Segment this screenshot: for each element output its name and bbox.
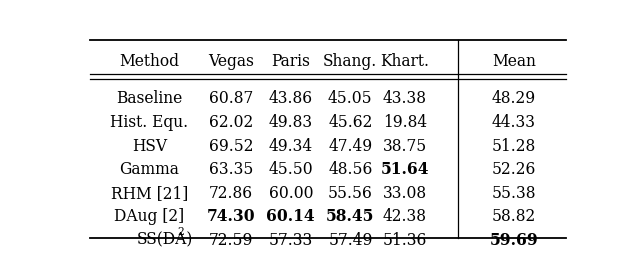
Text: Gamma: Gamma <box>120 161 179 178</box>
Text: RHM [21]: RHM [21] <box>111 185 188 202</box>
Text: 38.75: 38.75 <box>383 138 427 155</box>
Text: 51.28: 51.28 <box>492 138 536 155</box>
Text: DAug [2]: DAug [2] <box>115 208 184 225</box>
Text: Paris: Paris <box>271 53 310 70</box>
Text: 33.08: 33.08 <box>383 185 427 202</box>
Text: 59.69: 59.69 <box>490 232 538 249</box>
Text: 48.29: 48.29 <box>492 90 536 108</box>
Text: Vegas: Vegas <box>209 53 254 70</box>
Text: 45.62: 45.62 <box>328 114 372 131</box>
Text: 48.56: 48.56 <box>328 161 372 178</box>
Text: 51.36: 51.36 <box>383 232 427 249</box>
Text: HSV: HSV <box>132 138 167 155</box>
Text: Shang.: Shang. <box>323 53 378 70</box>
Text: Hist. Equ.: Hist. Equ. <box>110 114 189 131</box>
Text: 72.86: 72.86 <box>209 185 253 202</box>
Text: Mean: Mean <box>492 53 536 70</box>
Text: SS(DA): SS(DA) <box>137 232 193 249</box>
Text: 63.35: 63.35 <box>209 161 253 178</box>
Text: 47.49: 47.49 <box>328 138 372 155</box>
Text: 57.33: 57.33 <box>269 232 313 249</box>
Text: 60.14: 60.14 <box>266 208 315 225</box>
Text: 58.45: 58.45 <box>326 208 374 225</box>
Text: 2: 2 <box>178 227 184 237</box>
Text: 55.56: 55.56 <box>328 185 372 202</box>
Text: 51.64: 51.64 <box>381 161 429 178</box>
Text: 72.59: 72.59 <box>209 232 253 249</box>
Text: Khart.: Khart. <box>380 53 429 70</box>
Text: 60.00: 60.00 <box>269 185 313 202</box>
Text: 74.30: 74.30 <box>207 208 255 225</box>
Text: 49.83: 49.83 <box>269 114 313 131</box>
Text: 43.38: 43.38 <box>383 90 427 108</box>
Text: 58.82: 58.82 <box>492 208 536 225</box>
Text: 45.05: 45.05 <box>328 90 372 108</box>
Text: 49.34: 49.34 <box>269 138 313 155</box>
Text: Method: Method <box>120 53 179 70</box>
Text: 19.84: 19.84 <box>383 114 427 131</box>
Text: 52.26: 52.26 <box>492 161 536 178</box>
Text: 43.86: 43.86 <box>269 90 313 108</box>
Text: Baseline: Baseline <box>116 90 182 108</box>
Text: 44.33: 44.33 <box>492 114 536 131</box>
Text: 62.02: 62.02 <box>209 114 253 131</box>
Text: 55.38: 55.38 <box>492 185 536 202</box>
Text: 42.38: 42.38 <box>383 208 427 225</box>
Text: 57.49: 57.49 <box>328 232 372 249</box>
Text: 69.52: 69.52 <box>209 138 253 155</box>
Text: 45.50: 45.50 <box>269 161 313 178</box>
Text: 60.87: 60.87 <box>209 90 253 108</box>
